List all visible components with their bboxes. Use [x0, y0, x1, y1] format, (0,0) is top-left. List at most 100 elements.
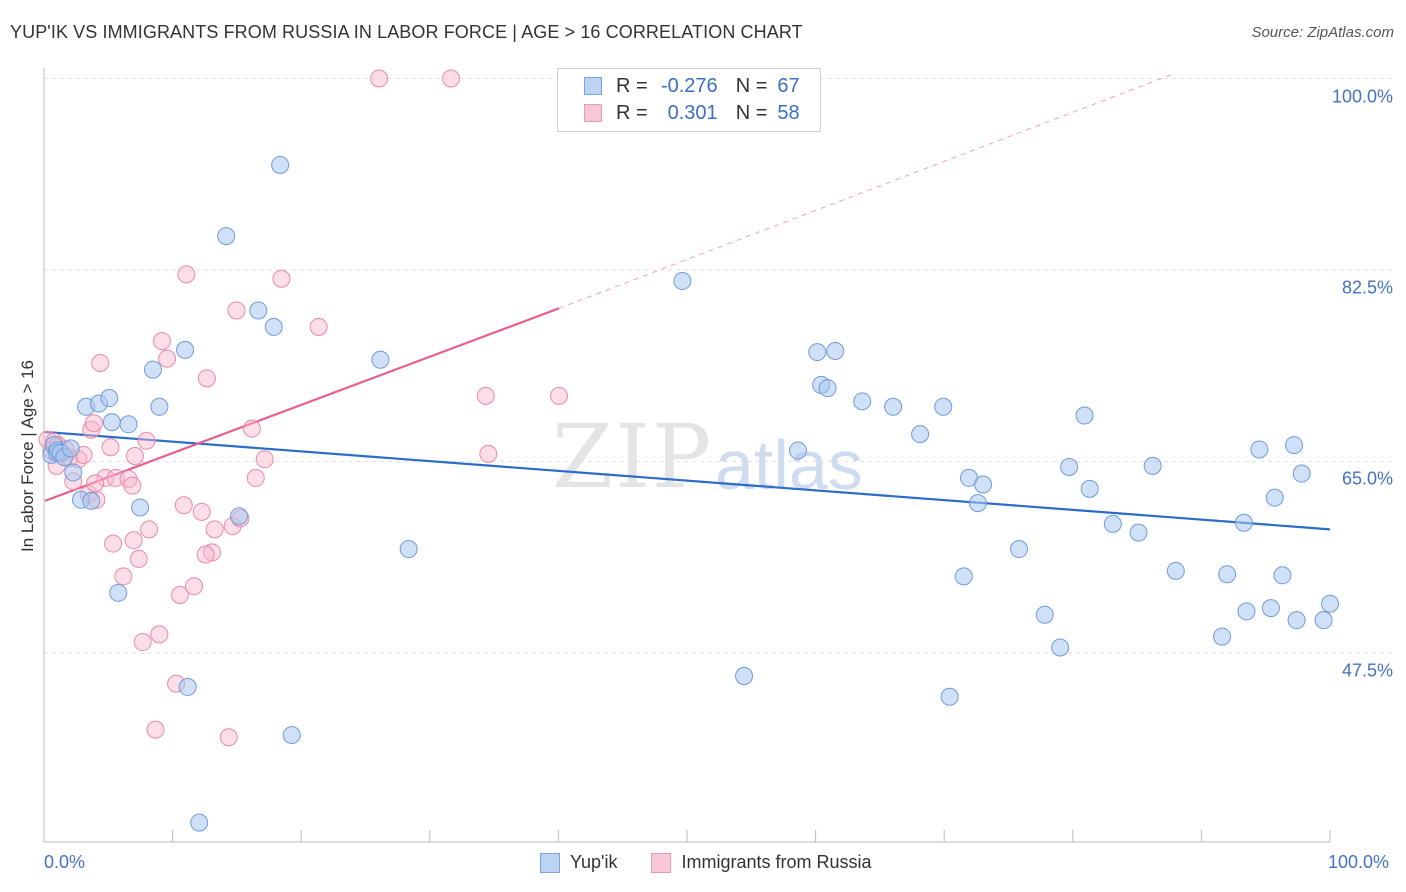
legend-swatch-blue	[584, 77, 602, 95]
data-point-russia	[197, 369, 216, 388]
x-tick-0: 0.0%	[44, 852, 86, 872]
legend-n-label: N =	[735, 74, 768, 97]
data-point-yupik	[1321, 594, 1339, 613]
data-point-russia	[192, 502, 211, 521]
data-point-yupik	[1075, 406, 1094, 425]
data-point-yupik	[1250, 440, 1269, 459]
data-point-yupik	[884, 397, 903, 416]
data-point-russia	[106, 468, 125, 487]
legend-n-value: 58	[777, 101, 800, 124]
data-point-yupik	[789, 441, 808, 460]
data-point-russia	[476, 386, 495, 405]
data-point-yupik	[853, 392, 872, 411]
legend-label-russia: Immigrants from Russia	[681, 852, 872, 872]
data-point-yupik	[178, 677, 197, 696]
correlation-legend: R = -0.276 N = 67 R = 0.301 N = 58	[557, 68, 821, 132]
data-point-yupik	[61, 439, 80, 458]
data-point-yupik	[1218, 565, 1237, 584]
watermark-zip: ZIP	[552, 405, 714, 508]
data-point-russia	[137, 431, 156, 450]
data-point-yupik	[150, 397, 169, 416]
source-label: Source: ZipAtlas.com	[1251, 24, 1394, 41]
chart-title: YUP'IK VS IMMIGRANTS FROM RUSSIA IN LABO…	[10, 22, 803, 42]
data-point-yupik	[673, 271, 692, 290]
data-point-yupik	[818, 379, 837, 398]
data-point-russia	[309, 317, 328, 336]
data-point-yupik	[282, 726, 301, 745]
data-point-yupik	[1060, 457, 1079, 476]
legend-label-yupik: Yup'ik	[570, 852, 618, 872]
data-point-yupik	[102, 413, 121, 432]
data-point-yupik	[176, 340, 195, 359]
data-point-yupik	[109, 583, 128, 602]
data-point-yupik	[1234, 513, 1253, 532]
data-point-russia	[86, 474, 105, 493]
data-point-yupik	[1166, 561, 1185, 580]
data-point-yupik	[954, 567, 973, 586]
data-point-yupik	[1237, 602, 1256, 621]
data-point-russia	[104, 534, 123, 553]
data-point-russia	[140, 520, 159, 539]
y-tick-47-5: 47.5%	[1341, 660, 1393, 681]
trend-line-yupik	[44, 430, 1331, 531]
data-point-russia	[150, 625, 169, 644]
data-point-yupik	[934, 397, 953, 416]
data-point-yupik	[1261, 599, 1280, 618]
data-point-russia	[174, 496, 193, 515]
data-point-yupik	[82, 491, 101, 510]
data-point-yupik	[1051, 638, 1070, 657]
legend-r-value: 0.301	[667, 101, 718, 124]
data-point-russia	[124, 531, 143, 550]
y-tick-82-5: 82.5%	[1341, 277, 1393, 298]
data-point-yupik	[940, 687, 959, 706]
data-point-yupik	[1285, 436, 1304, 455]
data-point-russia	[196, 545, 215, 564]
data-point-yupik	[399, 540, 418, 559]
data-point-yupik	[1103, 514, 1122, 533]
data-point-yupik	[1292, 464, 1311, 483]
data-point-russia	[146, 720, 165, 739]
data-point-russia	[550, 386, 568, 405]
data-point-yupik	[1273, 566, 1292, 585]
legend-swatch-pink	[651, 852, 672, 873]
y-tick-65: 65.0%	[1341, 468, 1393, 489]
data-point-yupik	[190, 813, 209, 832]
legend-n-label: N =	[735, 101, 768, 124]
data-point-yupik	[1080, 479, 1099, 498]
data-point-yupik	[119, 415, 138, 434]
legend-item-yupik: Yup'ik	[540, 852, 617, 873]
data-point-yupik	[826, 341, 845, 360]
data-point-yupik	[249, 301, 268, 320]
y-tick-100: 100.0%	[1331, 86, 1393, 107]
data-point-yupik	[264, 317, 283, 336]
data-point-russia	[219, 728, 238, 747]
data-point-yupik	[1213, 627, 1232, 646]
axes	[43, 68, 1331, 843]
data-point-yupik	[968, 494, 987, 513]
data-point-yupik	[217, 227, 236, 246]
trend-lines	[44, 72, 1331, 531]
legend-r-label: R =	[616, 101, 648, 124]
data-point-russia	[84, 414, 103, 433]
data-point-yupik	[911, 425, 930, 444]
data-point-russia	[227, 301, 246, 320]
legend-n-value: 67	[777, 74, 800, 97]
data-point-yupik	[100, 389, 119, 408]
data-point-russia	[133, 633, 152, 652]
data-point-russia	[114, 567, 133, 586]
data-point-russia	[272, 269, 291, 288]
series-yupik-points	[42, 69, 1339, 832]
data-point-yupik	[1265, 488, 1284, 507]
legend-swatch-pink	[584, 104, 602, 122]
data-point-yupik	[1035, 605, 1054, 624]
data-point-russia	[479, 444, 498, 463]
data-point-russia	[152, 332, 171, 351]
data-point-russia	[246, 468, 265, 487]
legend-item-russia: Immigrants from Russia	[651, 852, 872, 873]
data-point-yupik	[808, 343, 827, 362]
data-point-russia	[158, 349, 177, 368]
data-point-russia	[129, 549, 148, 568]
data-point-yupik	[143, 360, 162, 379]
trend-line-russia	[44, 307, 560, 502]
x-tick-100: 100.0%	[1328, 852, 1390, 872]
